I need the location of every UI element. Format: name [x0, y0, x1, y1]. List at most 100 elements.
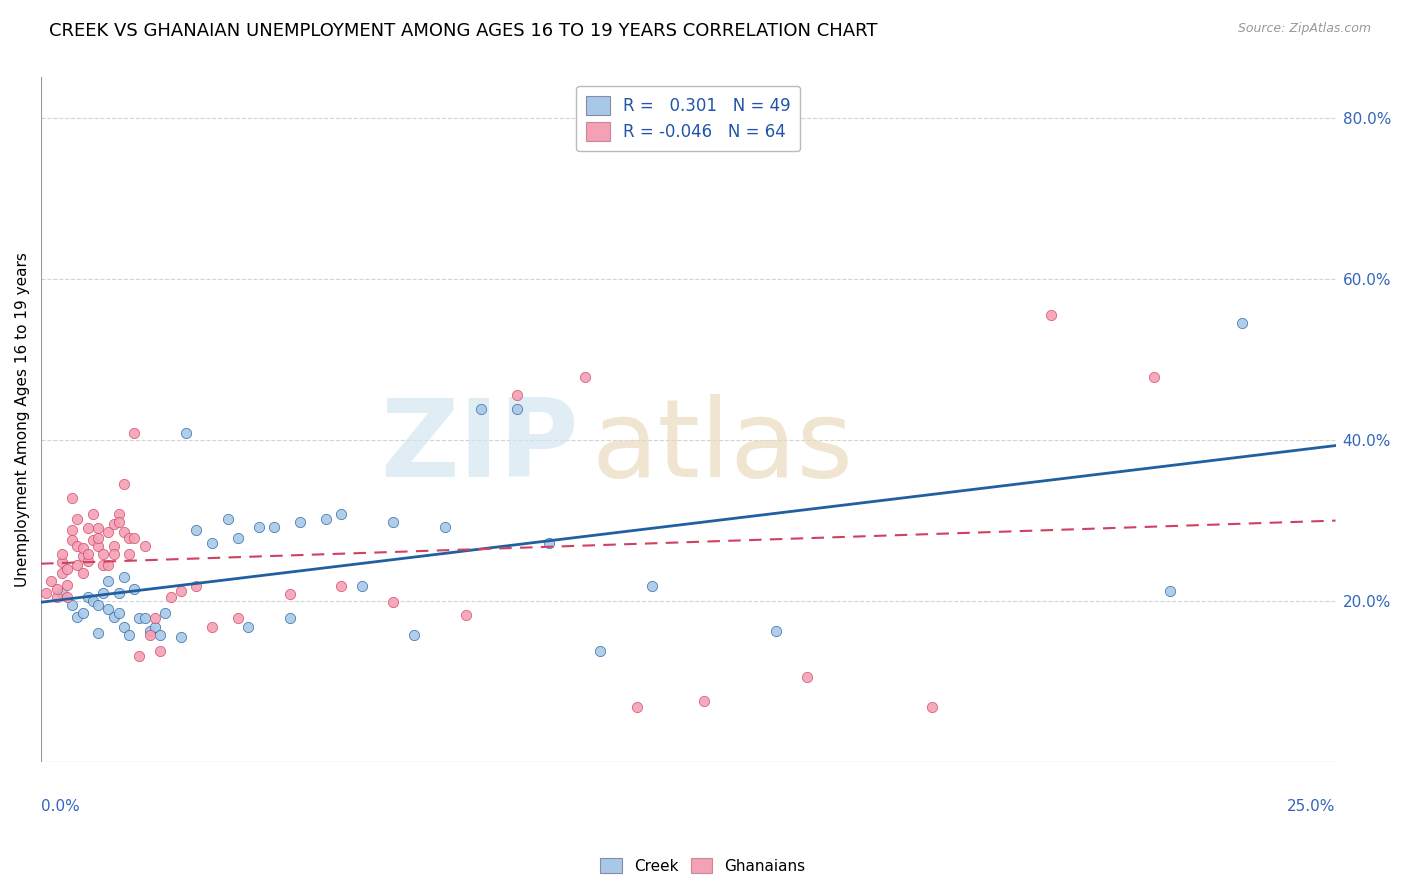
Point: [149, 627, 172, 641]
Point: [91, 585, 114, 599]
Point: [134, 611, 156, 625]
Point: [170, 584, 193, 599]
Point: [41, 574, 63, 588]
Point: [82, 533, 104, 548]
Y-axis label: Unemployment Among Ages 16 to 19 years: Unemployment Among Ages 16 to 19 years: [15, 252, 30, 587]
Point: [186, 579, 208, 593]
Point: [765, 624, 787, 639]
Point: [238, 619, 260, 633]
Text: 25.0%: 25.0%: [1286, 799, 1336, 814]
Text: Source: ZipAtlas.com: Source: ZipAtlas.com: [1237, 22, 1371, 36]
Point: [174, 426, 197, 441]
Point: [60, 598, 83, 612]
Point: [217, 511, 239, 525]
Point: [470, 402, 492, 417]
Point: [76, 521, 98, 535]
Point: [574, 370, 596, 384]
Point: [51, 585, 73, 599]
Point: [107, 515, 129, 529]
Point: [103, 547, 125, 561]
Point: [226, 611, 249, 625]
Point: [128, 611, 150, 625]
Point: [506, 388, 529, 402]
Point: [641, 579, 664, 593]
Point: [796, 670, 818, 684]
Text: 0.0%: 0.0%: [41, 799, 80, 814]
Point: [72, 549, 94, 564]
Point: [263, 519, 285, 533]
Point: [247, 519, 270, 533]
Point: [143, 611, 166, 625]
Point: [134, 539, 156, 553]
Point: [56, 561, 79, 575]
Point: [139, 627, 162, 641]
Point: [139, 624, 162, 639]
Point: [107, 606, 129, 620]
Point: [97, 525, 120, 540]
Point: [155, 606, 177, 620]
Point: [107, 507, 129, 521]
Point: [76, 547, 98, 561]
Point: [149, 643, 172, 657]
Point: [56, 590, 79, 604]
Point: [1159, 584, 1181, 599]
Point: [1039, 308, 1062, 322]
Point: [288, 515, 311, 529]
Point: [87, 521, 110, 535]
Point: [45, 590, 67, 604]
Point: [87, 598, 110, 612]
Text: CREEK VS GHANAIAN UNEMPLOYMENT AMONG AGES 16 TO 19 YEARS CORRELATION CHART: CREEK VS GHANAIAN UNEMPLOYMENT AMONG AGE…: [49, 22, 877, 40]
Point: [201, 619, 224, 633]
Point: [107, 585, 129, 599]
Point: [82, 593, 104, 607]
Point: [921, 700, 943, 714]
Point: [91, 558, 114, 572]
Point: [60, 533, 83, 548]
Point: [51, 555, 73, 569]
Point: [103, 610, 125, 624]
Point: [35, 585, 58, 599]
Point: [45, 582, 67, 596]
Point: [589, 643, 612, 657]
Point: [97, 558, 120, 572]
Point: [112, 569, 135, 583]
Point: [82, 507, 104, 521]
Point: [66, 511, 89, 525]
Point: [118, 531, 141, 545]
Legend: R =   0.301   N = 49, R = -0.046   N = 64: R = 0.301 N = 49, R = -0.046 N = 64: [576, 86, 800, 151]
Point: [1143, 370, 1166, 384]
Point: [87, 626, 110, 640]
Point: [170, 630, 193, 644]
Text: ZIP: ZIP: [380, 394, 578, 500]
Point: [103, 517, 125, 532]
Point: [51, 566, 73, 580]
Point: [537, 536, 560, 550]
Point: [278, 611, 301, 625]
Point: [66, 558, 89, 572]
Point: [60, 491, 83, 505]
Point: [128, 648, 150, 663]
Point: [72, 606, 94, 620]
Point: [72, 541, 94, 556]
Point: [278, 587, 301, 601]
Point: [330, 579, 353, 593]
Point: [124, 531, 146, 545]
Point: [315, 511, 337, 525]
Point: [433, 519, 456, 533]
Point: [56, 577, 79, 591]
Point: [186, 523, 208, 537]
Point: [382, 515, 405, 529]
Point: [454, 608, 477, 623]
Point: [693, 694, 716, 708]
Point: [352, 579, 374, 593]
Point: [118, 547, 141, 561]
Point: [226, 531, 249, 545]
Point: [103, 539, 125, 553]
Text: atlas: atlas: [592, 394, 853, 500]
Point: [112, 619, 135, 633]
Point: [51, 547, 73, 561]
Point: [60, 523, 83, 537]
Point: [87, 531, 110, 545]
Point: [506, 402, 529, 417]
Point: [76, 590, 98, 604]
